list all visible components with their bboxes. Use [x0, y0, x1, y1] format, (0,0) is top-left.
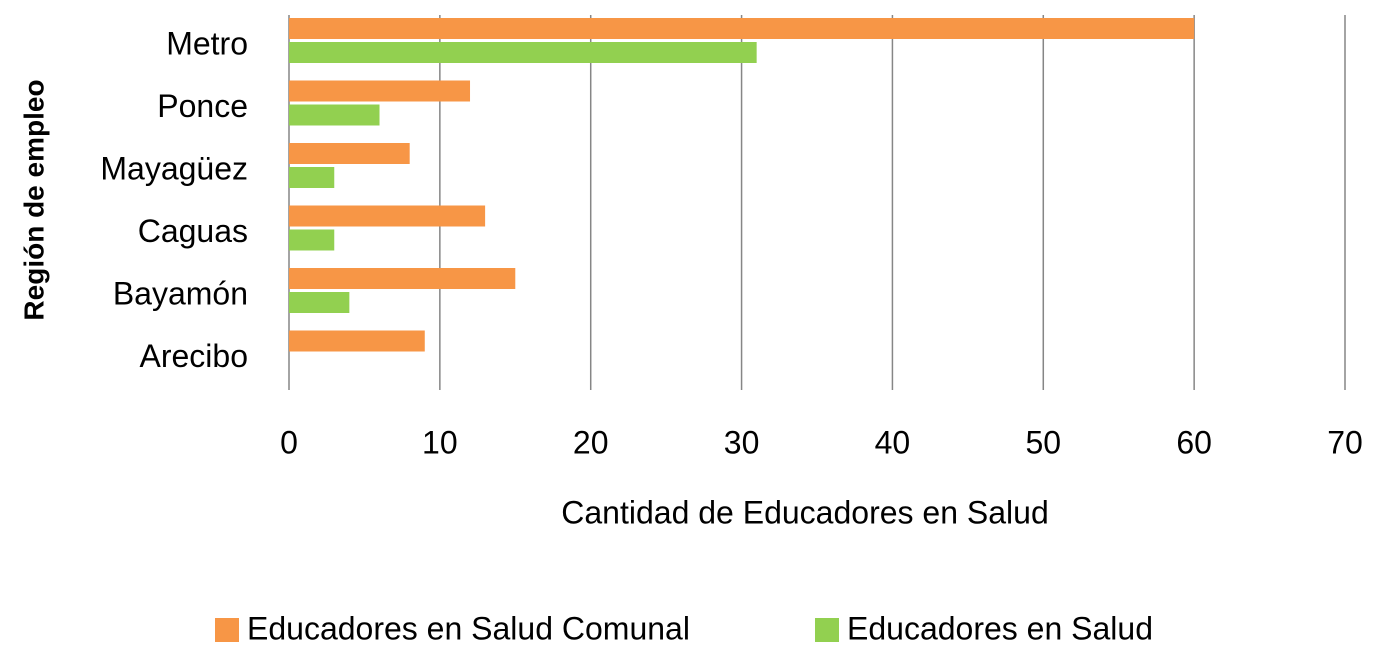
x-tick-label: 30 [724, 424, 760, 460]
bar [289, 229, 335, 251]
x-tick-label: 60 [1176, 424, 1212, 460]
legend-swatch [815, 618, 839, 642]
y-tick-label: Metro [166, 26, 248, 62]
y-tick-label: Caguas [138, 213, 248, 249]
bar [289, 18, 1195, 39]
y-tick-label: Ponce [157, 88, 248, 124]
legend-swatch [215, 618, 239, 642]
bar [289, 167, 335, 188]
legend-label: Educadores en Salud Comunal [247, 610, 690, 646]
bar [289, 292, 350, 313]
bar [289, 330, 425, 352]
bar [289, 42, 757, 63]
bar [289, 268, 516, 289]
bar [289, 80, 471, 102]
bar [289, 104, 380, 126]
legend-label: Educadores en Salud [847, 610, 1153, 646]
y-axis-title: Región de empleo [18, 79, 49, 320]
bar [289, 205, 486, 227]
x-tick-label: 40 [875, 424, 911, 460]
y-tick-label: Bayamón [113, 276, 248, 312]
x-tick-label: 10 [422, 424, 458, 460]
x-tick-label: 50 [1025, 424, 1061, 460]
y-tick-label: Arecibo [140, 338, 249, 374]
bar [289, 143, 410, 164]
x-tick-label: 0 [280, 424, 298, 460]
y-tick-label: Mayagüez [100, 151, 248, 187]
x-tick-label: 70 [1327, 424, 1363, 460]
x-tick-label: 20 [573, 424, 609, 460]
x-axis-title: Cantidad de Educadores en Salud [561, 494, 1048, 530]
